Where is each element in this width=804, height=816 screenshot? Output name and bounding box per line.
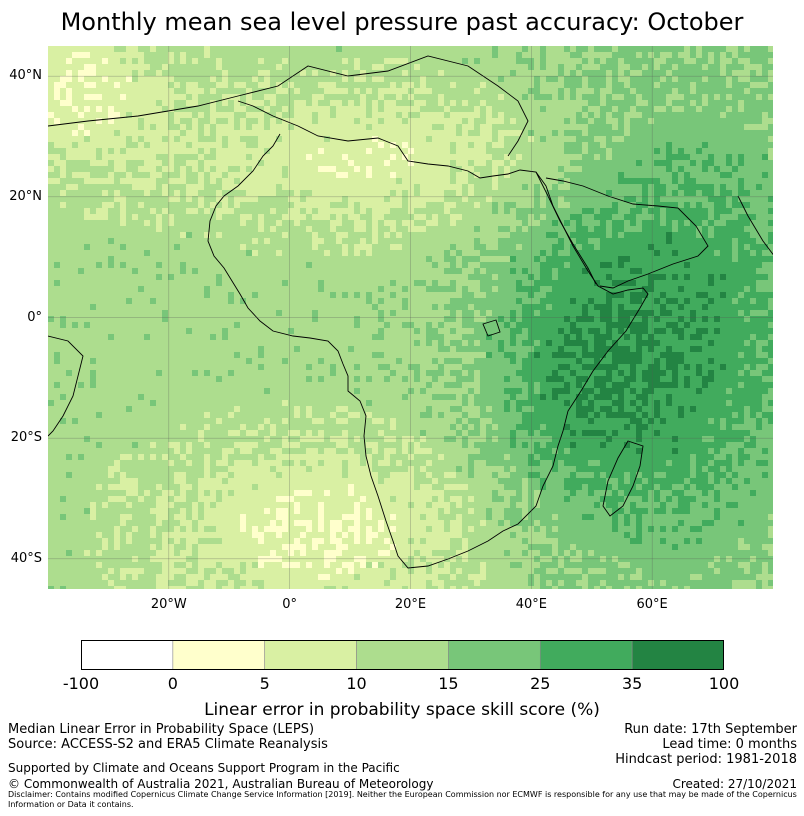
lat-tick-label: 40°S xyxy=(10,550,42,566)
lat-tick-label: 0° xyxy=(27,309,42,325)
graticule xyxy=(48,46,773,589)
colorbar xyxy=(81,640,724,670)
coastline-europe xyxy=(48,55,529,157)
coastline-south-america xyxy=(48,335,84,437)
colorbar-tick-label: 35 xyxy=(621,674,643,693)
hindcast-text: Hindcast period: 1981-2018 xyxy=(615,752,797,767)
lon-tick-label: 20°E xyxy=(394,597,427,612)
skill-score-map xyxy=(48,46,773,589)
source-text: Source: ACCESS-S2 and ERA5 Climate Reana… xyxy=(8,737,328,752)
colorbar-tick-label: 5 xyxy=(259,674,270,693)
run-date-text: Run date: 17th September xyxy=(624,722,797,737)
colorbar-label: Linear error in probability space skill … xyxy=(204,700,600,720)
lon-tick-label: 0° xyxy=(282,597,298,612)
lat-tick-label: 20°N xyxy=(9,188,42,204)
colorbar-tick-label: 10 xyxy=(346,674,367,693)
lon-tick-label: 20°W xyxy=(150,597,187,612)
coastlines xyxy=(48,55,773,569)
coastline-madagascar xyxy=(602,440,644,517)
colorbar-border xyxy=(81,640,724,670)
skill-score-grid xyxy=(48,46,773,589)
chart-title: Monthly mean sea level pressure past acc… xyxy=(60,8,744,36)
colorbar-segment xyxy=(264,640,357,670)
colorbar-tick-label: -100 xyxy=(62,674,100,693)
coastline-africa xyxy=(207,100,649,569)
colorbar-segment xyxy=(172,640,266,670)
lake-victoria xyxy=(482,319,501,337)
colorbar-segment xyxy=(448,640,541,670)
support-text: Supported by Climate and Oceans Support … xyxy=(8,761,400,775)
colorbar-tick-label: 100 xyxy=(708,674,740,693)
method-text: Median Linear Error in Probability Space… xyxy=(8,722,315,737)
lon-tick-label: 40°E xyxy=(515,597,547,612)
colorbar-tick-label: 0 xyxy=(167,674,178,693)
colorbar-segment xyxy=(356,640,449,670)
coastline-arabia xyxy=(545,177,709,289)
copyright-text: © Commonwealth of Australia 2021, Austra… xyxy=(8,777,434,791)
created-text: Created: 27/10/2021 xyxy=(672,777,797,791)
coastline-red-sea xyxy=(535,171,597,285)
colorbar-segment xyxy=(81,640,174,670)
lat-tick-label: 40°N xyxy=(9,68,42,84)
lon-tick-label: 60°E xyxy=(636,597,668,612)
colorbar-segment xyxy=(631,640,724,670)
colorbar-tick-label: 25 xyxy=(530,674,551,693)
lat-tick-label: 20°S xyxy=(10,430,42,446)
colorbar-tick-label: 15 xyxy=(438,674,459,693)
lead-time-text: Lead time: 0 months xyxy=(662,737,797,752)
coastline-india xyxy=(737,195,773,256)
colorbar-segment xyxy=(539,640,633,670)
disclaimer-text: Disclaimer: Contains modified Copernicus… xyxy=(8,790,797,809)
